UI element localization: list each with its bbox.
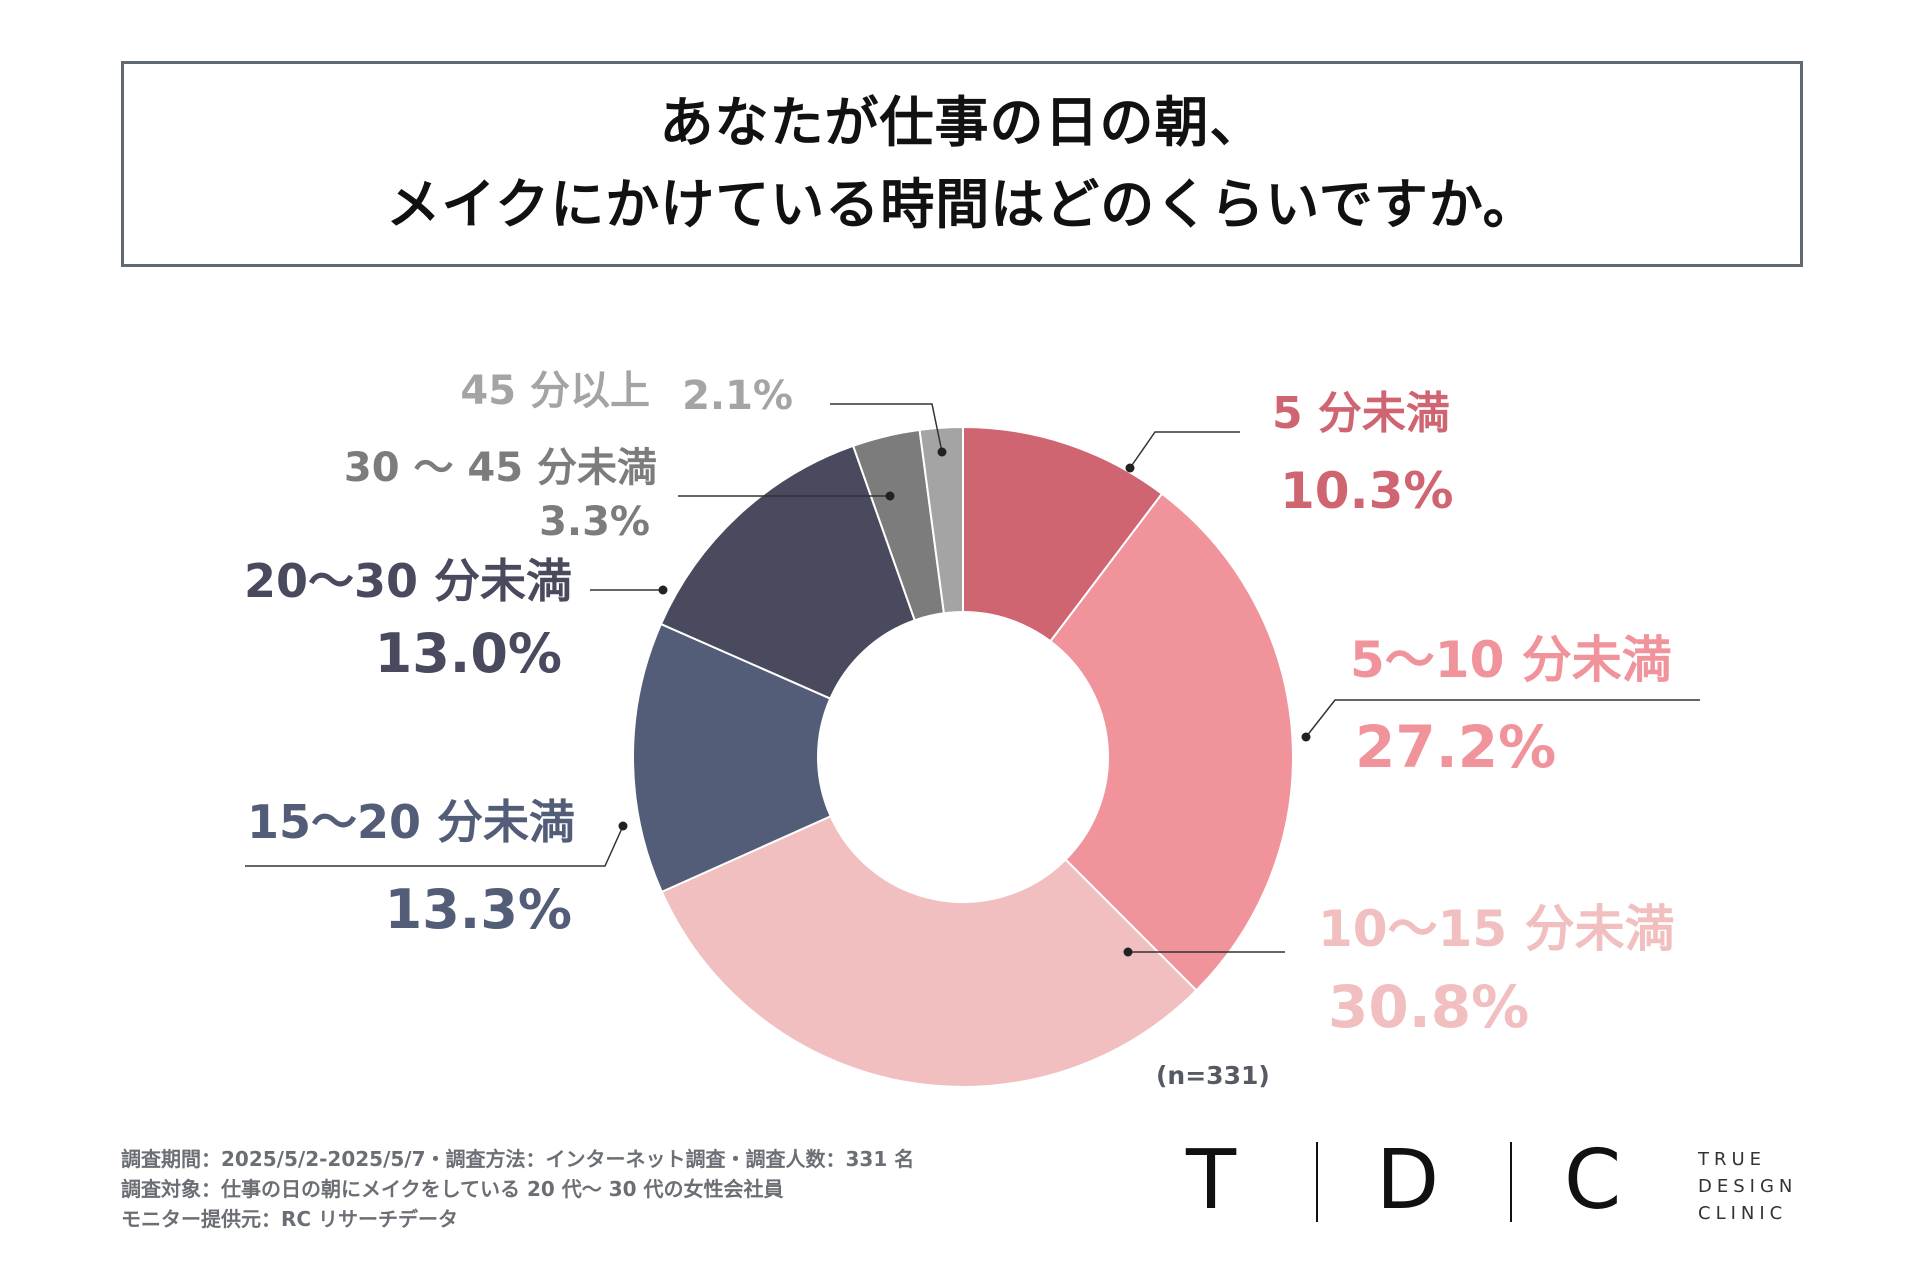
logo-letter-t: T	[1186, 1133, 1237, 1228]
title-line-1: あなたが仕事の日の朝、	[659, 91, 1265, 154]
logo-letter-c: C	[1564, 1133, 1622, 1228]
slice-category-label: 10〜15 分未満	[1318, 900, 1675, 958]
leader-line	[245, 825, 624, 867]
slice-category-label: 15〜20 分未満	[246, 795, 575, 849]
tdc-logo: T D C TRUE DESIGN CLINIC	[1180, 1136, 1800, 1226]
slice-category-label: 5 分未満	[1272, 388, 1450, 439]
slice-category-label: 45 分以上	[460, 368, 650, 414]
donut-slice	[659, 444, 917, 700]
leader-dot	[937, 447, 947, 457]
footer-survey-period: 調査期間：2025/5/2-2025/5/7・調査方法：インターネット調査・調査…	[121, 1147, 915, 1171]
slice-percent-label: 27.2%	[1355, 713, 1557, 781]
slice-percent-label: 2.1%	[682, 373, 793, 419]
logo-letter-d: D	[1376, 1133, 1440, 1228]
leader-dot	[1125, 463, 1135, 473]
slice-percent-label: 13.0%	[374, 622, 562, 685]
footer-survey-target: 調査対象：仕事の日の朝にメイクをしている 20 代〜 30 代の女性会社員	[121, 1177, 784, 1201]
donut-slice	[962, 425, 1164, 643]
slice-percent-label: 3.3%	[539, 499, 650, 545]
donut-slice	[918, 425, 964, 615]
slice-category-label: 5〜10 分未満	[1350, 631, 1672, 689]
leader-line	[1305, 699, 1700, 738]
leader-line	[1129, 431, 1240, 469]
donut-slice	[660, 814, 1198, 1088]
leader-dot	[1123, 947, 1133, 957]
logo-divider	[1316, 1142, 1318, 1222]
leader-dot	[1301, 732, 1311, 742]
title-box: あなたが仕事の日の朝、 メイクにかけている時間はどのくらいですか。	[121, 61, 1803, 267]
donut-slice	[1049, 492, 1294, 992]
survey-footer: 調査期間：2025/5/2-2025/5/7・調査方法：インターネット調査・調査…	[121, 1144, 914, 1234]
slice-category-label: 20〜30 分未満	[243, 554, 572, 608]
slice-percent-label: 30.8%	[1328, 973, 1530, 1041]
donut-slice	[632, 622, 832, 894]
title-line-2: メイクにかけている時間はどのくらいですか。	[386, 173, 1538, 236]
logo-sub-clinic: CLINIC	[1698, 1203, 1788, 1224]
logo-sub-design: DESIGN	[1698, 1176, 1798, 1197]
slice-percent-label: 13.3%	[384, 878, 572, 941]
logo-divider	[1510, 1142, 1512, 1222]
leader-line	[830, 403, 943, 453]
leader-dot	[658, 585, 668, 595]
sample-size-note: (n=331)	[1156, 1061, 1270, 1090]
footer-monitor-source: モニター提供元：RC リサーチデータ	[121, 1207, 459, 1231]
logo-sub-true: TRUE	[1698, 1149, 1767, 1170]
leader-dot	[618, 821, 628, 831]
logo-subtext: TRUE DESIGN CLINIC	[1698, 1146, 1797, 1227]
slice-category-label: 30 〜 45 分未満	[343, 445, 657, 491]
leader-dot	[885, 491, 895, 501]
slice-percent-label: 10.3%	[1280, 462, 1454, 520]
